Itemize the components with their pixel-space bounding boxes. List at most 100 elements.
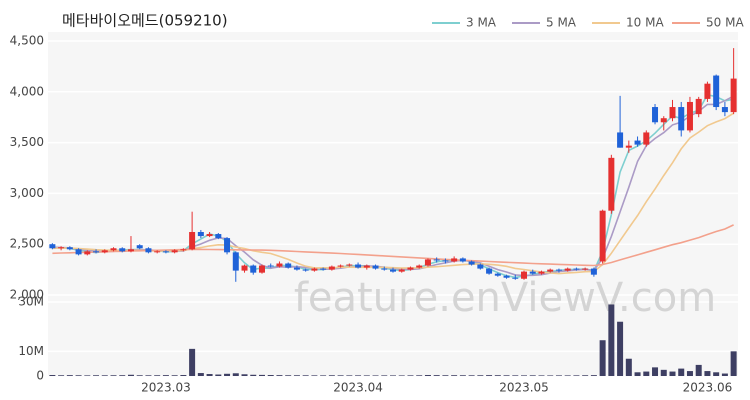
candle-body (625, 145, 632, 148)
volume-bar (669, 371, 676, 376)
volume-bar (433, 375, 440, 376)
volume-bar (424, 375, 431, 376)
volume-bar (451, 375, 458, 376)
candle-body (154, 251, 161, 253)
volume-bar (538, 375, 545, 376)
candle-body (669, 107, 676, 119)
legend-label: 5 MA (546, 16, 577, 30)
candle-body (390, 269, 396, 272)
volume-bar (695, 364, 702, 376)
volume-bar (302, 375, 309, 376)
candle-body (285, 263, 292, 268)
y-tick-label: 2,500 (10, 237, 44, 251)
legend-label: 50 MA (706, 16, 744, 30)
volume-bar (643, 371, 650, 376)
volume-bar (328, 375, 335, 376)
candle-body (119, 248, 126, 252)
candle-body (704, 83, 711, 99)
candle-body (695, 98, 702, 115)
candle-body (293, 267, 300, 270)
volume-bar (101, 375, 108, 376)
candle-body (678, 107, 685, 131)
volume-bar (232, 373, 239, 376)
candle-body (110, 248, 117, 251)
volume-bar (241, 374, 248, 376)
volume-bar (337, 375, 344, 376)
candle-body (381, 268, 388, 270)
volume-bar (285, 375, 292, 376)
volume-bar (686, 371, 693, 376)
candle-body (189, 232, 196, 250)
candle-body (250, 265, 257, 273)
volume-bar (311, 375, 318, 376)
volume-bar (634, 372, 641, 376)
candle-body (66, 247, 73, 250)
candle-body (660, 118, 667, 123)
volume-bar (625, 358, 632, 376)
candle-body (302, 269, 309, 271)
plot-background (48, 32, 738, 377)
volume-bar (608, 304, 615, 376)
candle-body (346, 264, 353, 266)
volume-bar (84, 375, 91, 376)
candle-body (215, 234, 222, 239)
candle-body (643, 132, 650, 145)
candle-body (503, 275, 510, 278)
candle-body (58, 247, 65, 249)
x-tick-label: 2023.03 (141, 381, 191, 395)
candle-body (590, 268, 597, 275)
volume-bar (529, 375, 536, 376)
y-tick-label: 3,000 (10, 186, 44, 200)
volume-bar (407, 375, 414, 376)
volume-bar (180, 375, 187, 376)
legend-label: 10 MA (626, 16, 664, 30)
y-tick-label: 10M (18, 344, 44, 358)
volume-bar (381, 375, 388, 376)
volume-bar (267, 375, 274, 376)
y-tick-label: 4,000 (10, 84, 44, 98)
volume-bar (582, 375, 589, 376)
candle-body (442, 260, 449, 262)
volume-bar (127, 374, 134, 376)
candle-body (84, 251, 91, 255)
volume-bar (416, 375, 423, 376)
volume-bar (459, 375, 466, 376)
y-tick-label: 4,500 (10, 34, 44, 48)
volume-bar (110, 375, 117, 376)
candle-body (258, 265, 265, 273)
volume-bar (215, 374, 222, 376)
candle-body (127, 249, 134, 252)
volume-bar (617, 321, 624, 376)
volume-bar (224, 373, 231, 376)
candle-body (652, 107, 659, 123)
candle-body (49, 244, 56, 249)
candle-body (617, 132, 624, 148)
candle-body (634, 140, 641, 145)
candle-body (75, 249, 82, 255)
volume-bar (171, 375, 178, 376)
x-tick-label: 2023.06 (683, 381, 733, 395)
candle-body (180, 249, 187, 251)
volume-bar (75, 375, 82, 376)
watermark: feature.enViewV.com (294, 275, 716, 321)
volume-bar (730, 351, 737, 376)
volume-bar (154, 375, 161, 376)
volume-bar (713, 372, 720, 376)
volume-bar (346, 375, 353, 376)
candle-body (101, 250, 108, 253)
volume-bar (678, 368, 685, 376)
candle-body (547, 269, 554, 272)
volume-bar (66, 375, 73, 376)
volume-bar (162, 375, 169, 376)
candle-body (224, 238, 231, 253)
candle-body (582, 268, 589, 270)
candle-body (267, 265, 274, 267)
candle-body (276, 263, 283, 267)
y-tick-label: 2,000 (10, 288, 44, 302)
volume-bar (276, 375, 283, 376)
volume-bar (136, 375, 143, 376)
legend-label: 3 MA (466, 16, 497, 30)
volume-bar (390, 375, 396, 376)
chart-title: 메타바이오메드(059210) (62, 12, 228, 30)
